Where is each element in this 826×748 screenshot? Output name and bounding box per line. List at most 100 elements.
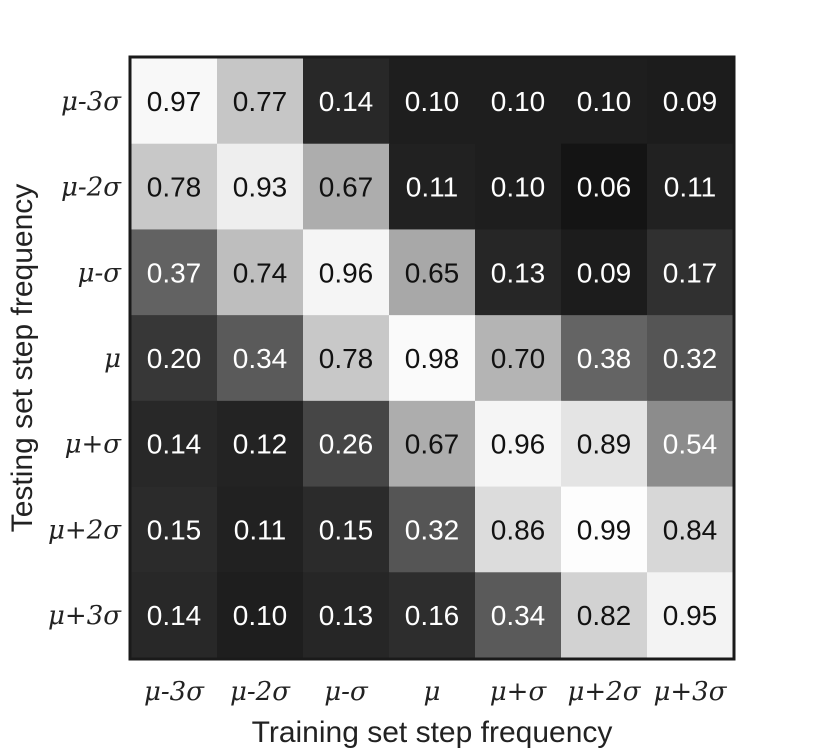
- cell-value-label: 0.86: [491, 514, 546, 545]
- heatmap-cell: [475, 315, 562, 402]
- x-tick-labels: μ-3σ μ-2σ μ-σ μ μ+σ μ+2σ μ+3σ: [144, 677, 728, 707]
- cell-value-label: 0.12: [233, 429, 288, 460]
- heatmap-cell: [389, 572, 476, 659]
- y-tick-label: μ-2σ: [61, 173, 122, 203]
- cell-value-label: 0.54: [663, 429, 718, 460]
- heatmap-cell: [217, 58, 304, 145]
- cell-value-label: 0.34: [233, 343, 288, 374]
- y-tick-label: μ: [104, 344, 121, 374]
- y-tick-label: μ-σ: [78, 258, 123, 288]
- heatmap-cell: [647, 400, 734, 488]
- heatmap-cell: [561, 143, 648, 230]
- cell-value-label: 0.15: [319, 514, 374, 545]
- cell-value-label: 0.77: [233, 86, 288, 117]
- y-tick-label: μ+σ: [65, 430, 123, 460]
- cell-value-label: 0.65: [405, 257, 460, 288]
- cell-value-label: 0.14: [147, 429, 202, 460]
- heatmap-cell: [303, 572, 390, 659]
- heatmap-cell: [647, 486, 734, 573]
- x-tick-label: μ-3σ: [144, 677, 205, 707]
- heatmap-cell: [303, 58, 390, 145]
- heatmap-cell: [389, 315, 476, 402]
- y-tick-label: μ+3σ: [48, 601, 122, 631]
- heatmap-cell: [389, 229, 476, 316]
- plot-frame: [128, 55, 736, 661]
- cell-value-label: 0.97: [147, 86, 202, 117]
- heatmap-cell: [131, 486, 218, 573]
- y-tick-label: μ-3σ: [61, 87, 122, 117]
- cell-value-label: 0.13: [319, 600, 374, 631]
- heatmap-cell: [131, 58, 218, 145]
- cell-value-label: 0.10: [491, 86, 546, 117]
- cell-value-label: 0.13: [491, 257, 546, 288]
- heatmap-cell: [561, 572, 648, 659]
- heatmap-cell: [389, 58, 476, 145]
- cell-value-label: 0.96: [491, 429, 546, 460]
- heatmap-cell: [561, 229, 648, 316]
- x-axis-title: Training set step frequency: [252, 716, 613, 748]
- heatmap-cell: [389, 486, 476, 573]
- cell-value-label: 0.11: [664, 172, 716, 203]
- heatmap-cell: [217, 572, 304, 659]
- heatmap-cell: [647, 143, 734, 230]
- heatmap-cell: [647, 229, 734, 316]
- heatmap-cell: [389, 400, 476, 488]
- cell-value-label: 0.95: [663, 600, 718, 631]
- heatmap-cell: [217, 143, 304, 230]
- y-axis-title: Testing set step frequency: [6, 184, 39, 533]
- heatmap-cell: [389, 143, 476, 230]
- cell-value-label: 0.38: [577, 343, 632, 374]
- heatmap-cell: [561, 400, 648, 488]
- heatmap-cell: [131, 229, 218, 316]
- cell-value-label: 0.09: [577, 257, 632, 288]
- cell-value-label: 0.26: [319, 429, 374, 460]
- heatmap-cell: [561, 58, 648, 145]
- heatmap-cell: [561, 315, 648, 402]
- cell-value-label: 0.37: [147, 257, 202, 288]
- cell-value-label: 0.98: [405, 343, 460, 374]
- cell-value-label: 0.20: [147, 343, 202, 374]
- heatmap-cell: [475, 400, 562, 488]
- x-tick-label: μ: [424, 677, 441, 707]
- heatmap-cell: [475, 58, 562, 145]
- heatmap-cell: [475, 229, 562, 316]
- heatmap-cell: [217, 400, 304, 488]
- cell-value-label: 0.17: [663, 257, 718, 288]
- cell-value-label: 0.10: [577, 86, 632, 117]
- heatmap-cell: [131, 143, 218, 230]
- cell-value-label: 0.10: [491, 172, 546, 203]
- x-tick-label: μ+3σ: [654, 677, 728, 707]
- cell-value-label: 0.84: [663, 514, 718, 545]
- cell-value-label: 0.89: [577, 429, 632, 460]
- cell-value-label: 0.78: [147, 172, 202, 203]
- cell-value-label: 0.11: [406, 172, 458, 203]
- cell-value-label: 0.06: [577, 172, 632, 203]
- heatmap-cell: [131, 572, 218, 659]
- cell-value-label: 0.10: [405, 86, 460, 117]
- cell-value-label: 0.99: [577, 514, 632, 545]
- heatmap-cells: 0.97 0.77 0.14 0.10 0.10 0.10 0.09 0.78 0.93 0.67…: [131, 58, 734, 659]
- cell-value-label: 0.96: [319, 257, 374, 288]
- cell-value-label: 0.34: [491, 600, 546, 631]
- y-tick-labels: μ-3σ μ-2σ μ-σ μ μ+σ μ+2σ μ+3σ: [48, 87, 122, 631]
- cell-value-label: 0.82: [577, 600, 632, 631]
- x-tick-label: μ+2σ: [568, 677, 642, 707]
- cell-value-label: 0.09: [663, 86, 718, 117]
- heatmap-cell: [131, 315, 218, 402]
- heatmap-cell: [475, 143, 562, 230]
- cell-value-label: 0.67: [319, 172, 374, 203]
- cell-value-label: 0.93: [233, 172, 288, 203]
- cell-value-label: 0.32: [405, 514, 460, 545]
- heatmap-cell: [303, 143, 390, 230]
- cell-value-label: 0.70: [491, 343, 546, 374]
- heatmap-cell: [131, 400, 218, 488]
- heatmap-cell: [475, 486, 562, 573]
- y-tick-label: μ+2σ: [48, 515, 122, 545]
- heatmap-cell: [303, 400, 390, 488]
- heatmap-cell: [647, 58, 734, 145]
- heatmap-cell: [217, 315, 304, 402]
- cell-value-label: 0.16: [405, 600, 460, 631]
- cell-value-label: 0.78: [319, 343, 374, 374]
- heatmap-cell: [217, 486, 304, 573]
